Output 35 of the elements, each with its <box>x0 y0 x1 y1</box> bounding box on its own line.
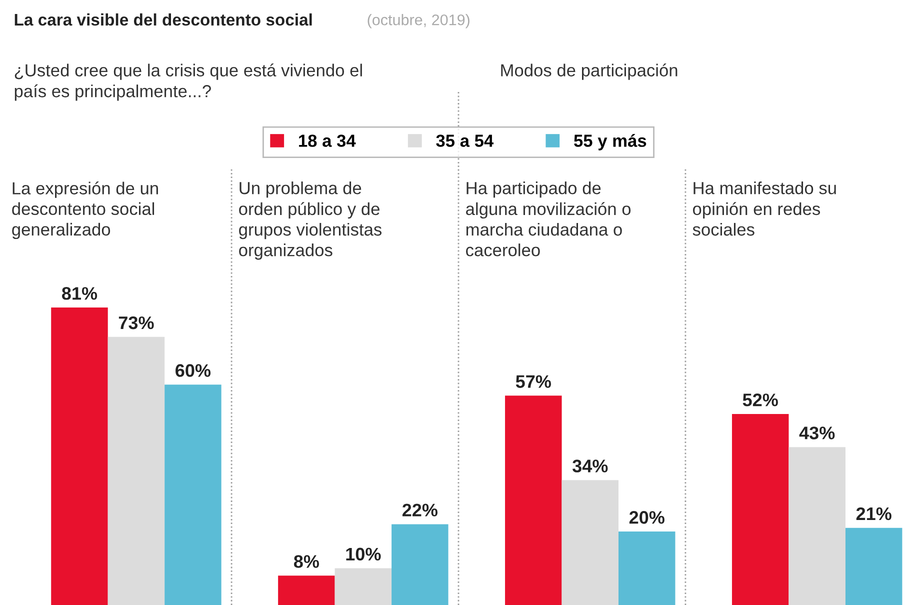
bar <box>505 396 562 605</box>
data-label: 73% <box>118 316 154 330</box>
bar <box>562 480 619 605</box>
bar <box>618 532 676 605</box>
x-tick-label: Un problema de orden público y de grupos violentistas organizados <box>239 182 382 260</box>
data-label: 81% <box>62 287 98 300</box>
data-label: 52% <box>742 394 778 406</box>
bar <box>392 524 448 605</box>
data-label: 34% <box>572 460 608 472</box>
chart-subtitle: (octubre, 2019) <box>368 14 470 28</box>
bar <box>334 568 392 605</box>
bar <box>164 384 222 605</box>
bar <box>108 336 165 605</box>
bar <box>788 447 846 605</box>
text: Modos de participación <box>501 64 678 80</box>
x-tick-label: Ha manifestado su opinión en redes sociales <box>692 182 836 236</box>
bar <box>845 528 902 605</box>
data-label: 10% <box>346 548 381 561</box>
data-label: 8% <box>294 555 320 568</box>
data-label: 57% <box>516 375 551 388</box>
text: ¿Usted cree que la crisis que está viviendo el país es principalmente...? <box>14 64 362 101</box>
x-tick-label: Ha participado de alguna movilización o marcha ciudadana o caceroleo <box>466 182 631 256</box>
legend-label: 55 y más <box>574 134 646 150</box>
bar <box>51 308 108 605</box>
data-label: 60% <box>176 364 211 377</box>
data-label: 21% <box>856 507 892 520</box>
data-label: 43% <box>799 426 835 440</box>
data-label: 22% <box>402 504 438 516</box>
legend-label: 18 a 34 <box>299 134 356 147</box>
data-label: 20% <box>629 511 664 524</box>
chart-title: La cara visible del descontento social <box>14 13 312 26</box>
bar <box>278 576 335 605</box>
x-tick-label: La expresión de un descontento social generalizado <box>12 182 158 240</box>
bar <box>732 414 789 605</box>
legend-label: 35 a 54 <box>436 134 494 147</box>
